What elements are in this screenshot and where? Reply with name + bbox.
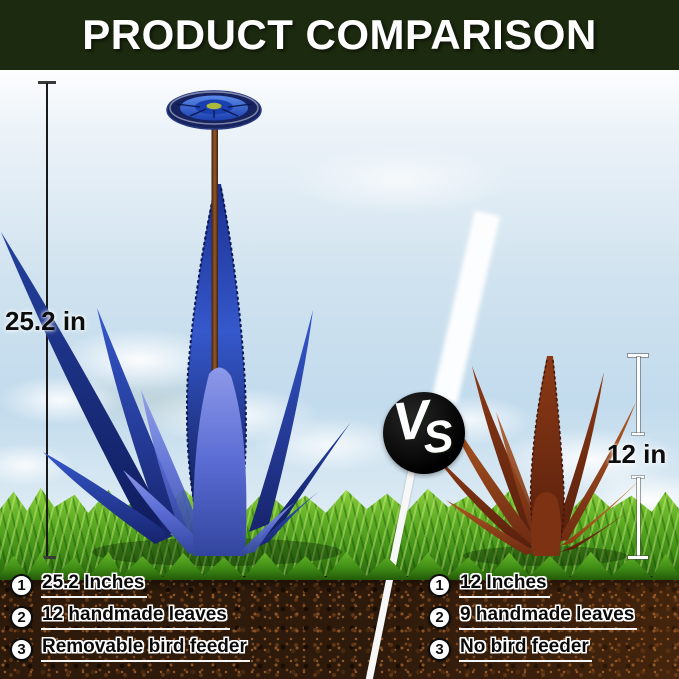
feature-number-badge: 1: [10, 574, 33, 597]
feature-text: 12 handmade leaves: [41, 604, 230, 630]
left-product-feature-list: 1 25.2 Inches 2 12 handmade leaves 3 Rem…: [10, 572, 250, 670]
blue-agave-leaves: [1, 184, 351, 549]
measure-right-label: 12 in: [607, 439, 667, 469]
blue-agave-front-leaves: [123, 367, 295, 556]
feature-item: 3 No bird feeder: [428, 636, 637, 662]
measure-right-tick-lower: [632, 476, 644, 478]
feature-text: Removable bird feeder: [41, 636, 250, 662]
feature-text: 25.2 Inches: [41, 572, 148, 598]
feature-number-badge: 3: [428, 638, 451, 661]
feature-text: No bird feeder: [459, 636, 592, 662]
measure-right-bottom-cap: [628, 556, 648, 559]
feature-item: 1 25.2 Inches: [10, 572, 250, 598]
header-banner: PRODUCT COMPARISON: [0, 0, 679, 70]
vs-badge: V S: [383, 389, 465, 474]
measure-left-top-cap: [38, 81, 56, 84]
feature-number-badge: 2: [428, 606, 451, 629]
measure-right-tick-upper: [632, 433, 644, 435]
rust-agave-leaves: [434, 356, 650, 556]
vs-letter-s: S: [420, 409, 456, 464]
feature-item: 2 12 handmade leaves: [10, 604, 250, 630]
blue-agave-sculpture: [1, 90, 351, 566]
feature-number-badge: 1: [428, 574, 451, 597]
feature-number-badge: 3: [10, 638, 33, 661]
right-product-feature-list: 1 12 Inches 2 9 handmade leaves 3 No bir…: [428, 572, 638, 670]
measure-left-label: 25.2 in: [5, 306, 86, 336]
rust-agave-sculpture: [434, 356, 650, 566]
page-title: PRODUCT COMPARISON: [82, 11, 597, 58]
feature-item: 3 Removable bird feeder: [10, 636, 250, 662]
feature-text: 9 handmade leaves: [459, 604, 638, 630]
feature-number-badge: 2: [10, 606, 33, 629]
measure-right-line-upper: [637, 357, 640, 434]
feature-item: 2 9 handmade leaves: [428, 604, 638, 630]
measure-left-bottom-cap: [38, 556, 56, 559]
bird-feeder-flower: [166, 90, 262, 130]
feature-item: 1 12 Inches: [428, 572, 637, 598]
measure-right-line-lower: [637, 478, 640, 557]
feature-text: 12 Inches: [459, 572, 550, 598]
measure-right-top-cap: [628, 354, 648, 357]
sky-background: [0, 70, 679, 578]
